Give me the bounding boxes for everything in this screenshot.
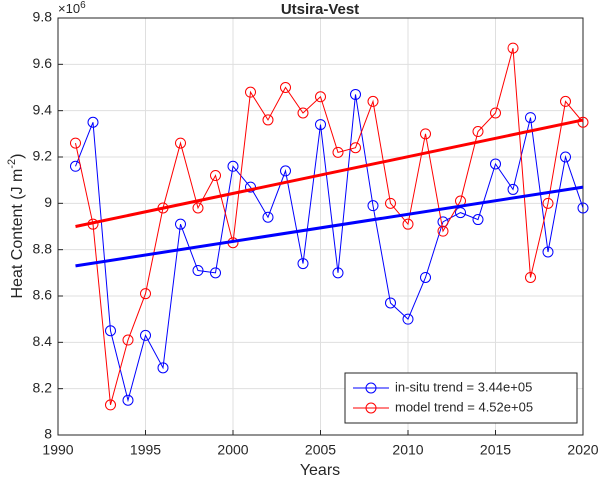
- data-point: [245, 86, 256, 98]
- legend-box: [344, 372, 578, 424]
- legend-marker: [365, 382, 377, 394]
- y-tick-label: 9.8: [33, 9, 53, 25]
- y-tick-label: 8.4: [33, 333, 53, 349]
- data-point: [105, 325, 116, 337]
- y-tick-label: 9: [44, 194, 52, 210]
- data-point: [280, 82, 291, 93]
- legend-label: in-situ trend = 3.44e+05: [395, 379, 532, 394]
- legend-label: model trend = 4.52e+05: [395, 399, 533, 414]
- data-point: [542, 246, 554, 258]
- data-point: [525, 271, 536, 283]
- data-point: [192, 265, 204, 277]
- y-label-sup: -2: [6, 159, 18, 169]
- exp-base: ×10: [58, 1, 80, 16]
- data-point: [210, 267, 221, 279]
- data-point: [297, 107, 309, 119]
- data-point: [105, 399, 116, 411]
- x-tick-label: 2005: [305, 442, 336, 458]
- data-point: [70, 137, 81, 149]
- data-point: [227, 160, 239, 172]
- data-point: [157, 362, 169, 374]
- x-tick-label: 2010: [392, 442, 423, 458]
- data-point: [175, 218, 186, 230]
- series-line: [75, 47, 584, 406]
- y-tick-label: 8.6: [33, 287, 53, 303]
- data-point: [297, 258, 309, 270]
- data-point: [560, 151, 571, 163]
- y-tick-label: 9.2: [33, 148, 53, 164]
- data-point: [402, 313, 414, 325]
- y-label-end: ): [9, 154, 26, 159]
- data-point: [315, 91, 326, 103]
- data-point: [122, 334, 134, 346]
- x-axis-label: Years: [300, 462, 340, 479]
- data-point: [140, 329, 151, 341]
- chart-title: Utsira-Vest: [281, 1, 359, 18]
- legend-marker: [365, 402, 377, 414]
- trend-line: [75, 185, 584, 268]
- data-point: [472, 214, 484, 226]
- data-point: [332, 146, 344, 158]
- data-point: [560, 95, 571, 107]
- data-point: [245, 181, 256, 193]
- data-point: [367, 95, 379, 107]
- data-point: [350, 142, 361, 154]
- x-tick-label: 2000: [217, 442, 248, 458]
- x-tick-label: 1995: [130, 442, 161, 458]
- legend: in-situ trend = 3.44e+05 model trend = 4.…: [344, 372, 578, 424]
- axes-box: [57, 17, 584, 436]
- data-point: [490, 107, 501, 119]
- data-point: [385, 197, 396, 209]
- data-point: [140, 288, 151, 300]
- data-point: [490, 158, 501, 170]
- trend-line: [75, 118, 584, 228]
- x-tick-label: 2015: [480, 442, 511, 458]
- data-point: [122, 394, 134, 406]
- data-point: [192, 202, 204, 214]
- data-point: [367, 200, 379, 212]
- y-tick-label: 8: [44, 426, 52, 442]
- data-point: [385, 297, 396, 309]
- x-tick-label: 2020: [567, 442, 598, 458]
- data-point: [507, 42, 519, 54]
- data-point: [262, 114, 274, 126]
- data-point: [542, 197, 554, 209]
- data-point: [315, 119, 326, 131]
- data-point: [525, 112, 536, 124]
- data-point: [437, 225, 449, 237]
- data-point: [262, 211, 274, 223]
- data-point: [332, 267, 344, 279]
- data-point: [350, 88, 361, 100]
- x-tick-label: 1990: [42, 442, 73, 458]
- y-label-text: Heat Content (J m: [9, 169, 26, 299]
- y-tick-label: 9.4: [33, 101, 53, 117]
- data-point: [402, 218, 414, 230]
- data-point: [507, 183, 519, 195]
- y-tick-label: 9.6: [33, 55, 53, 71]
- data-point: [420, 128, 431, 140]
- y-tick-label: 8.2: [33, 379, 53, 395]
- y-exponent: ×106: [58, 0, 86, 16]
- data-point: [420, 271, 431, 283]
- data-point: [87, 116, 99, 128]
- data-point: [175, 137, 186, 149]
- exp-power: 6: [80, 0, 86, 11]
- data-point: [472, 126, 484, 138]
- data-point: [210, 170, 221, 182]
- y-axis-label: Heat Content (J m-2): [6, 154, 26, 299]
- data-point: [280, 165, 291, 177]
- y-tick-label: 8.8: [33, 240, 53, 256]
- data-point: [577, 202, 589, 214]
